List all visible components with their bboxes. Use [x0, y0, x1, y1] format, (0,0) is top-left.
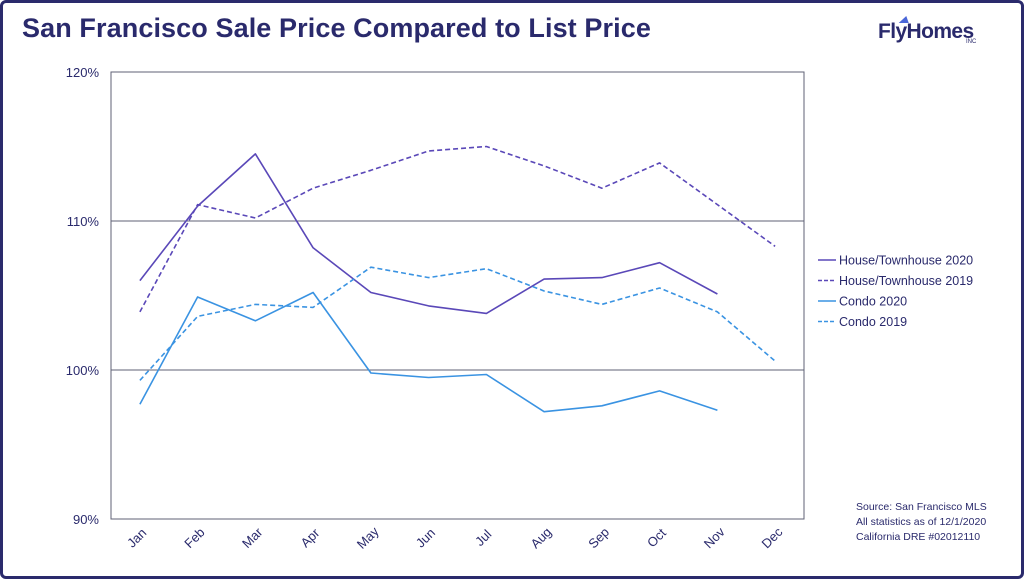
- legend-label: Condo 2019: [839, 315, 907, 329]
- x-tick-label: Aug: [527, 524, 554, 551]
- source-line-2: All statistics as of 12/1/2020: [856, 516, 987, 528]
- x-tick-label: Jan: [124, 525, 149, 550]
- x-tick-label: Oct: [644, 525, 669, 550]
- series-line-1: [139, 145, 776, 313]
- x-tick-label: Mar: [239, 524, 266, 551]
- x-tick-label: May: [354, 523, 382, 551]
- series-line-2: [139, 291, 718, 413]
- logo-text: FlyHomes: [878, 20, 974, 43]
- x-axis-labels: Jan Feb Mar Apr May Jun Jul Aug Sep Oct Nov Dec: [124, 523, 786, 551]
- legend-label: Condo 2020: [839, 295, 907, 309]
- x-tick-label: Nov: [701, 524, 728, 551]
- y-tick-label: 120%: [66, 65, 100, 80]
- x-tick-label: Jun: [413, 525, 438, 550]
- series-layer: [139, 145, 776, 413]
- y-tick-label: 100%: [66, 363, 100, 378]
- y-tick-label: 110%: [67, 214, 100, 229]
- source-line-1: Source: San Francisco MLS: [856, 501, 987, 513]
- x-tick-label: Jul: [472, 527, 494, 549]
- chart-title: San Francisco Sale Price Compared to Lis…: [22, 13, 651, 43]
- source-note: Source: San Francisco MLS All statistics…: [856, 500, 987, 545]
- legend: House/Townhouse 2020 House/Townhouse 2019…: [818, 254, 973, 329]
- legend-label: House/Townhouse 2020: [839, 254, 973, 268]
- x-tick-label: Apr: [297, 525, 322, 550]
- legend-label: House/Townhouse 2019: [839, 274, 973, 288]
- source-line-3: California DRE #02012110: [856, 531, 981, 543]
- grid-layer: [110, 71, 805, 520]
- plot-area-border: [110, 71, 805, 520]
- y-tick-label: 90%: [73, 512, 99, 527]
- x-tick-label: Dec: [758, 524, 785, 551]
- logo-sub: INC: [966, 39, 977, 45]
- series-line-3: [139, 266, 776, 381]
- x-tick-label: Feb: [181, 525, 207, 551]
- y-axis-labels: 90% 100% 110% 120%: [66, 65, 100, 527]
- series-line-0: [139, 153, 718, 315]
- x-tick-label: Sep: [585, 524, 612, 551]
- flyhomes-logo: FlyHomes INC: [876, 16, 986, 48]
